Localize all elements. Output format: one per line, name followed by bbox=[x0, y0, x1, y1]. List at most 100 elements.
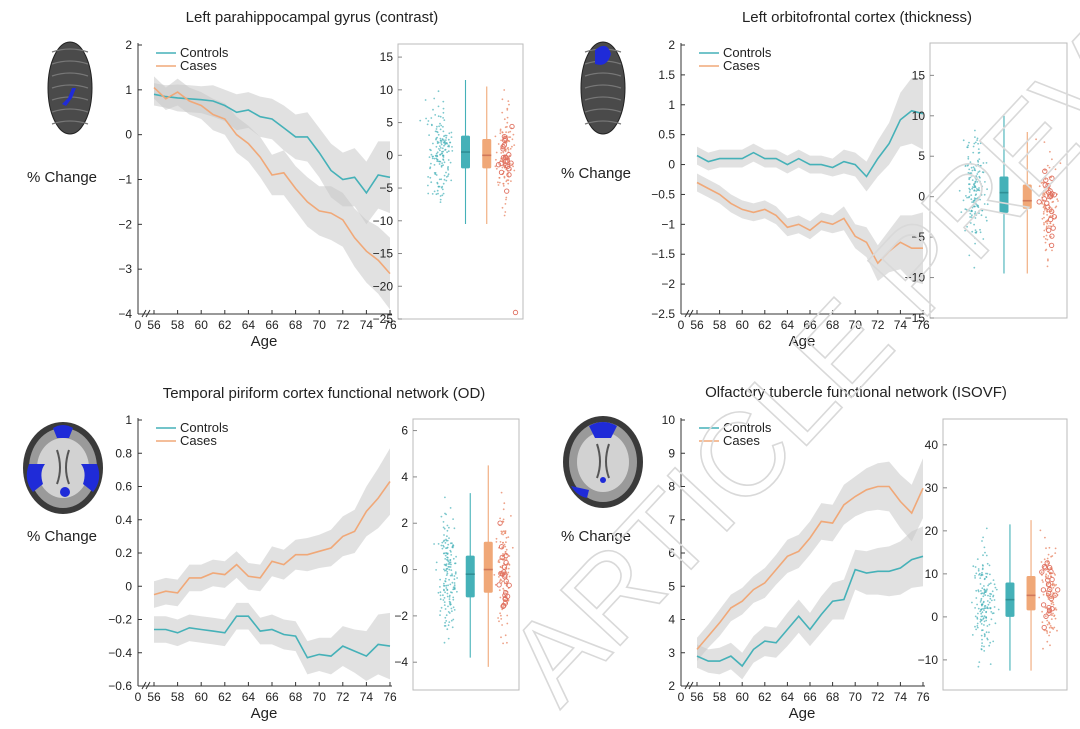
data-point-control bbox=[989, 573, 991, 576]
data-point-case bbox=[1051, 181, 1054, 183]
data-point-control bbox=[452, 586, 455, 589]
x-tick-label: 72 bbox=[336, 318, 350, 332]
data-point-control bbox=[447, 605, 449, 608]
data-point-case bbox=[508, 563, 510, 566]
sulcus-line bbox=[584, 120, 622, 125]
data-point-case bbox=[1043, 141, 1046, 144]
data-point-case bbox=[511, 138, 514, 141]
data-point-case bbox=[1041, 579, 1044, 582]
data-point-control bbox=[439, 122, 441, 125]
data-point-case bbox=[1054, 552, 1057, 554]
data-point-case-highlight bbox=[1047, 216, 1054, 223]
data-point-control bbox=[443, 534, 445, 536]
data-point-control bbox=[443, 588, 445, 591]
data-point-case-highlight bbox=[1039, 569, 1045, 575]
data-point-control bbox=[985, 575, 988, 578]
box-y-tick-label: −10 bbox=[918, 653, 939, 667]
y-tick-label: 5 bbox=[668, 579, 675, 593]
data-point-case bbox=[1041, 217, 1044, 220]
data-point-case bbox=[1043, 216, 1045, 219]
data-point-control bbox=[980, 608, 983, 611]
data-point-control bbox=[974, 237, 976, 239]
data-point-control bbox=[444, 149, 446, 151]
data-point-case-highlight bbox=[506, 172, 512, 178]
data-point-case-highlight bbox=[500, 603, 506, 609]
data-point-control bbox=[977, 163, 979, 166]
data-point-control bbox=[970, 216, 973, 219]
data-point-case bbox=[1049, 235, 1052, 238]
data-point-control bbox=[974, 141, 977, 144]
data-point-control bbox=[453, 588, 455, 590]
data-point-control bbox=[431, 157, 434, 160]
data-point-case bbox=[497, 184, 500, 186]
data-point-control bbox=[977, 569, 980, 572]
data-point-case-highlight bbox=[501, 569, 507, 575]
data-point-case bbox=[502, 185, 505, 187]
data-point-control bbox=[988, 601, 991, 604]
data-point-case bbox=[1047, 575, 1050, 577]
data-point-control bbox=[448, 132, 451, 135]
data-point-control bbox=[447, 173, 450, 176]
data-point-control bbox=[978, 209, 981, 212]
box-cases bbox=[482, 138, 492, 169]
box-y-tick-label: −2 bbox=[394, 609, 408, 623]
data-point-control bbox=[436, 189, 439, 192]
data-point-case bbox=[1042, 593, 1045, 596]
x-tick-label: 60 bbox=[736, 690, 750, 704]
data-point-case bbox=[493, 574, 496, 576]
data-point-control bbox=[442, 117, 444, 119]
data-point-case bbox=[1054, 574, 1056, 576]
data-point-control bbox=[985, 631, 988, 634]
data-point-control bbox=[439, 598, 442, 601]
data-point-case bbox=[499, 566, 502, 568]
box-y-tick-label: −5 bbox=[379, 181, 393, 195]
data-point-control bbox=[968, 221, 970, 224]
y-tick-label: 3 bbox=[668, 646, 675, 660]
data-point-case bbox=[1042, 212, 1045, 215]
data-point-case bbox=[502, 530, 505, 533]
data-point-control bbox=[439, 586, 441, 588]
data-point-control bbox=[445, 574, 448, 576]
data-point-control bbox=[983, 645, 985, 648]
x-axis-label: Age bbox=[789, 333, 816, 350]
data-point-control bbox=[978, 574, 980, 576]
data-point-control bbox=[980, 623, 983, 625]
data-point-control bbox=[441, 188, 444, 191]
data-point-case bbox=[507, 598, 510, 601]
data-point-control bbox=[983, 609, 985, 611]
data-point-case bbox=[502, 553, 504, 555]
data-point-case bbox=[512, 133, 515, 136]
data-point-case bbox=[507, 571, 510, 574]
x-tick-label: 60 bbox=[195, 318, 209, 332]
box-y-tick-label: 2 bbox=[401, 516, 408, 530]
data-point-case bbox=[1045, 248, 1048, 251]
data-point-control bbox=[960, 211, 963, 214]
data-point-control bbox=[992, 640, 995, 643]
y-tick-label: 0 bbox=[125, 128, 132, 142]
y-tick-label: −1.5 bbox=[651, 247, 675, 261]
data-point-control bbox=[445, 620, 448, 622]
data-point-case bbox=[509, 147, 512, 150]
sulcus-line bbox=[51, 48, 89, 53]
data-point-control bbox=[976, 188, 978, 190]
data-point-case bbox=[506, 107, 509, 110]
data-point-control bbox=[974, 625, 976, 628]
data-point-control bbox=[981, 645, 983, 647]
data-point-control bbox=[974, 242, 976, 245]
data-point-case-highlight bbox=[504, 163, 511, 170]
data-point-control bbox=[989, 641, 992, 644]
data-point-control bbox=[439, 154, 441, 156]
data-point-control bbox=[441, 162, 443, 165]
data-point-case bbox=[1048, 626, 1051, 629]
data-point-control bbox=[452, 544, 454, 546]
data-point-control bbox=[968, 177, 971, 179]
data-point-case bbox=[1046, 265, 1049, 268]
data-point-control bbox=[974, 185, 976, 188]
data-point-case bbox=[1041, 192, 1044, 195]
data-point-control bbox=[449, 566, 452, 568]
data-point-control bbox=[979, 620, 982, 623]
data-point-control bbox=[425, 117, 427, 120]
boxplot-frame bbox=[397, 43, 524, 320]
data-point-control bbox=[984, 591, 987, 593]
data-point-control bbox=[976, 622, 979, 625]
